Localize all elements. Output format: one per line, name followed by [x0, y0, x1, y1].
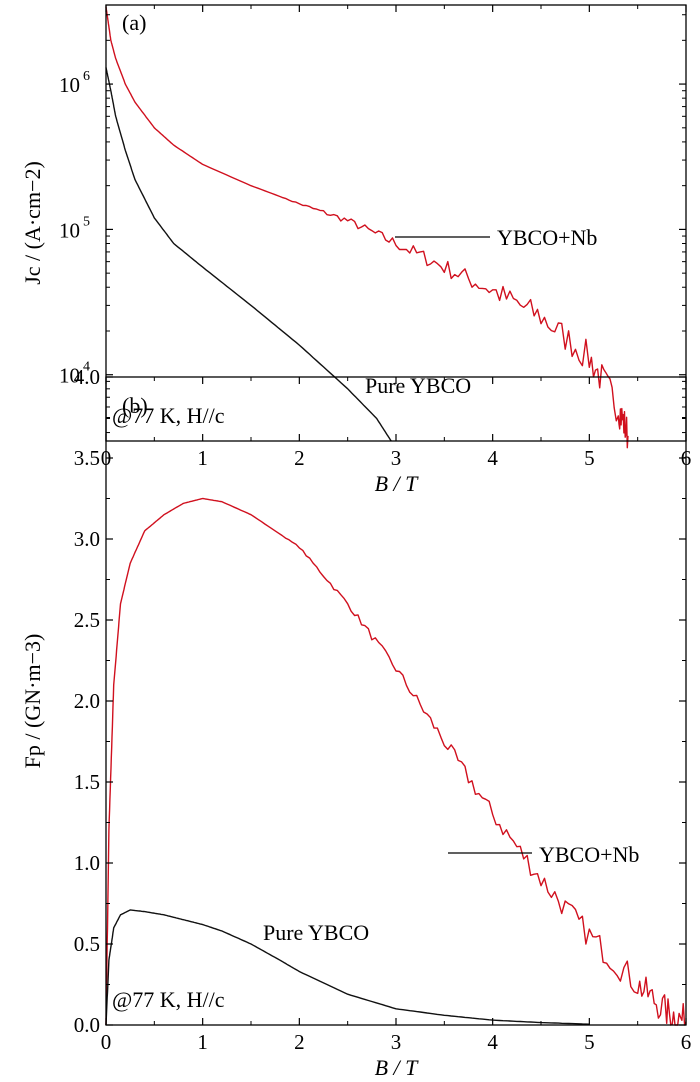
y-tick-label: 0.0 [74, 1013, 100, 1037]
y-axis-label: Jc / (A·cm−2) [20, 161, 45, 285]
y-tick-label: 0.5 [74, 932, 100, 956]
x-tick-label: 4 [487, 1030, 498, 1054]
x-tick-label: 4 [487, 446, 498, 470]
x-tick-label: 3 [391, 446, 402, 470]
series-line-ybco-nb [105, 497, 687, 1026]
x-tick-label: 0 [101, 1030, 112, 1054]
series-label-ybco-nb: YBCO+Nb [497, 225, 597, 250]
y-tick-exponent: 6 [83, 69, 90, 84]
x-tick-label: 5 [584, 1030, 595, 1054]
x-tick-label: 1 [197, 446, 208, 470]
y-tick-label: 2.0 [74, 689, 100, 713]
condition-annotation: @77 K, H//c [112, 403, 225, 428]
y-axis-label: Fp / (GN·m−3) [20, 634, 45, 769]
series-line-ybco-nb [105, 6, 629, 449]
y-tick-label: 3.5 [74, 446, 100, 470]
y-tick-label: 4.0 [74, 365, 100, 389]
panel-label: (a) [122, 10, 146, 35]
y-tick-label: 1.5 [74, 770, 100, 794]
x-tick-label: 6 [681, 1030, 692, 1054]
y-tick-label: 10 [59, 364, 80, 388]
series-line-pure-ybco [105, 67, 392, 442]
x-tick-label: 2 [294, 446, 305, 470]
y-tick-label: 10 [59, 73, 80, 97]
x-axis-label: B / T [375, 1055, 420, 1080]
series-label-ybco-nb: YBCO+Nb [539, 842, 639, 867]
y-tick-label: 1.0 [74, 851, 100, 875]
y-tick-exponent: 5 [83, 214, 90, 229]
y-tick-label: 10 [59, 218, 80, 242]
x-tick-label: 5 [584, 446, 595, 470]
y-tick-label: 3.0 [74, 527, 100, 551]
x-tick-label: 2 [294, 1030, 305, 1054]
panel-label: (b) [122, 393, 148, 418]
x-tick-label: 1 [197, 1030, 208, 1054]
y-tick-label: 2.5 [74, 608, 100, 632]
series-line-pure-ybco [105, 909, 590, 1026]
x-axis-label: B / T [375, 471, 420, 496]
condition-annotation: @77 K, H//c [112, 987, 225, 1012]
y-tick-exponent: 4 [83, 360, 90, 375]
series-label-pure-ybco: Pure YBCO [263, 920, 369, 945]
x-tick-label: 3 [391, 1030, 402, 1054]
